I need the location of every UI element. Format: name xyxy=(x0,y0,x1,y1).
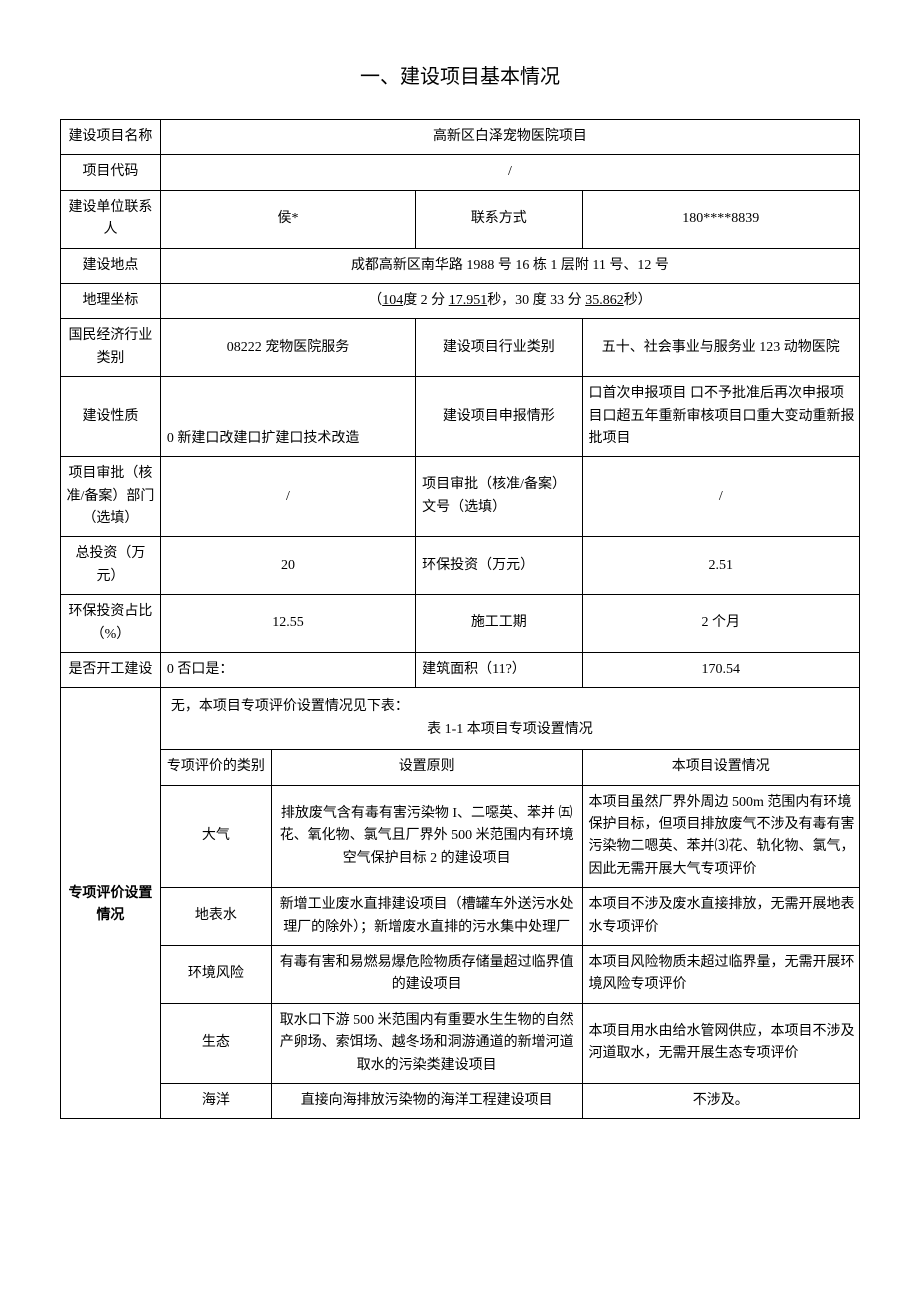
label: 建设性质 xyxy=(61,377,161,457)
row-special-4: 海洋 直接向海排放污染物的海洋工程建设项目 不涉及。 xyxy=(61,1083,860,1118)
label: 建设项目名称 xyxy=(61,120,161,155)
label: 项目审批（核准/备案）部门（选填） xyxy=(61,457,161,537)
status: 本项目虽然厂界外周边 500m 范围内有环境保护目标，但项目排放废气不涉及有毒有… xyxy=(582,785,859,888)
row-industry: 国民经济行业类别 08222 宠物医院服务 建设项目行业类别 五十、社会事业与服… xyxy=(61,319,860,377)
cat: 生态 xyxy=(160,1003,271,1083)
value: 成都高新区南华路 1988 号 16 栋 1 层附 11 号、12 号 xyxy=(160,248,859,283)
value: 08222 宠物医院服务 xyxy=(160,319,415,377)
label: 总投资（万元） xyxy=(61,537,161,595)
header-principle: 设置原则 xyxy=(271,750,582,785)
page-title: 一、建设项目基本情况 xyxy=(60,60,860,89)
value: 20 xyxy=(160,537,415,595)
value: 侯* xyxy=(160,190,415,248)
value2: 口首次申报项目 口不予批准后再次申报项目口超五年重新审核项目口重大变动重新报批项… xyxy=(582,377,859,457)
special-intro-text: 无，本项目专项评价设置情况见下表： xyxy=(171,696,849,718)
special-table-title: 表 1-1 本项目专项设置情况 xyxy=(171,719,849,747)
status: 不涉及。 xyxy=(582,1083,859,1118)
value: / xyxy=(160,457,415,537)
row-coords: 地理坐标 （104度 2 分 17.951秒，30 度 33 分 35.862秒… xyxy=(61,283,860,318)
special-intro-cell: 无，本项目专项评价设置情况见下表： 表 1-1 本项目专项设置情况 xyxy=(160,688,859,750)
value: / xyxy=(160,155,859,190)
value2: / xyxy=(582,457,859,537)
row-location: 建设地点 成都高新区南华路 1988 号 16 栋 1 层附 11 号、12 号 xyxy=(61,248,860,283)
cat: 地表水 xyxy=(160,888,271,946)
coords-deg1: 104 xyxy=(382,293,403,308)
principle: 直接向海排放污染物的海洋工程建设项目 xyxy=(271,1083,582,1118)
principle: 排放废气含有毒有害污染物 I、二噁英、苯并 ㈤花、氧化物、氯气且厂界外 500 … xyxy=(271,785,582,888)
coords-mid2: 秒，30 度 33 分 xyxy=(487,293,585,308)
label: 地理坐标 xyxy=(61,283,161,318)
cat: 大气 xyxy=(160,785,271,888)
label2: 环保投资（万元） xyxy=(416,537,582,595)
value: 0 新建口改建口扩建口技术改造 xyxy=(160,377,415,457)
status: 本项目用水由给水管网供应，本项目不涉及河道取水，无需开展生态专项评价 xyxy=(582,1003,859,1083)
label-method: 联系方式 xyxy=(416,190,582,248)
value-method: 180****8839 xyxy=(582,190,859,248)
row-special-0: 大气 排放废气含有毒有害污染物 I、二噁英、苯并 ㈤花、氧化物、氯气且厂界外 5… xyxy=(61,785,860,888)
label2: 建设项目申报情形 xyxy=(416,377,582,457)
status: 本项目风险物质未超过临界量，无需开展环境风险专项评价 xyxy=(582,945,859,1003)
special-sidebar: 专项评价设置情况 xyxy=(61,688,161,1119)
row-ratio: 环保投资占比（%） 12.55 施工工期 2 个月 xyxy=(61,595,860,653)
coords-sec1: 17.951 xyxy=(449,293,488,308)
principle: 有毒有害和易燃易爆危险物质存储量超过临界值的建设项目 xyxy=(271,945,582,1003)
row-invest: 总投资（万元） 20 环保投资（万元） 2.51 xyxy=(61,537,860,595)
coords-prefix: （ xyxy=(368,293,382,308)
row-special-2: 环境风险 有毒有害和易燃易爆危险物质存储量超过临界值的建设项目 本项目风险物质未… xyxy=(61,945,860,1003)
row-project-code: 项目代码 / xyxy=(61,155,860,190)
cat: 环境风险 xyxy=(160,945,271,1003)
row-approval: 项目审批（核准/备案）部门（选填） / 项目审批（核准/备案）文号（选填） / xyxy=(61,457,860,537)
row-special-header: 专项评价的类别 设置原则 本项目设置情况 xyxy=(61,750,860,785)
coords-sec2: 35.862 xyxy=(585,293,624,308)
header-status: 本项目设置情况 xyxy=(582,750,859,785)
coords-mid1: 度 2 分 xyxy=(403,293,449,308)
basic-info-table: 建设项目名称 高新区白泽宠物医院项目 项目代码 / 建设单位联系人 侯* 联系方… xyxy=(60,119,860,1119)
value: 高新区白泽宠物医院项目 xyxy=(160,120,859,155)
row-contact: 建设单位联系人 侯* 联系方式 180****8839 xyxy=(61,190,860,248)
row-nature: 建设性质 0 新建口改建口扩建口技术改造 建设项目申报情形 口首次申报项目 口不… xyxy=(61,377,860,457)
label2: 建设项目行业类别 xyxy=(416,319,582,377)
row-started: 是否开工建设 0 否口是： 建筑面积（11?） 170.54 xyxy=(61,653,860,688)
principle: 新增工业废水直排建设项目（槽罐车外送污水处理厂的除外）；新增废水直排的污水集中处… xyxy=(271,888,582,946)
label2: 项目审批（核准/备案）文号（选填） xyxy=(416,457,582,537)
label: 国民经济行业类别 xyxy=(61,319,161,377)
label: 项目代码 xyxy=(61,155,161,190)
value2: 2 个月 xyxy=(582,595,859,653)
value: （104度 2 分 17.951秒，30 度 33 分 35.862秒） xyxy=(160,283,859,318)
status: 本项目不涉及废水直接排放，无需开展地表水专项评价 xyxy=(582,888,859,946)
row-special-3: 生态 取水口下游 500 米范围内有重要水生生物的自然产卵场、索饵场、越冬场和洞… xyxy=(61,1003,860,1083)
label2: 施工工期 xyxy=(416,595,582,653)
label: 是否开工建设 xyxy=(61,653,161,688)
principle: 取水口下游 500 米范围内有重要水生生物的自然产卵场、索饵场、越冬场和洞游通道… xyxy=(271,1003,582,1083)
header-category: 专项评价的类别 xyxy=(160,750,271,785)
value2: 五十、社会事业与服务业 123 动物医院 xyxy=(582,319,859,377)
row-special-1: 地表水 新增工业废水直排建设项目（槽罐车外送污水处理厂的除外）；新增废水直排的污… xyxy=(61,888,860,946)
label2: 建筑面积（11?） xyxy=(416,653,582,688)
value: 0 否口是： xyxy=(160,653,415,688)
value: 12.55 xyxy=(160,595,415,653)
label: 环保投资占比（%） xyxy=(61,595,161,653)
cat: 海洋 xyxy=(160,1083,271,1118)
row-special-intro: 专项评价设置情况 无，本项目专项评价设置情况见下表： 表 1-1 本项目专项设置… xyxy=(61,688,860,750)
value2: 2.51 xyxy=(582,537,859,595)
coords-suffix: 秒） xyxy=(624,293,652,308)
label: 建设地点 xyxy=(61,248,161,283)
label: 建设单位联系人 xyxy=(61,190,161,248)
row-project-name: 建设项目名称 高新区白泽宠物医院项目 xyxy=(61,120,860,155)
value2: 170.54 xyxy=(582,653,859,688)
